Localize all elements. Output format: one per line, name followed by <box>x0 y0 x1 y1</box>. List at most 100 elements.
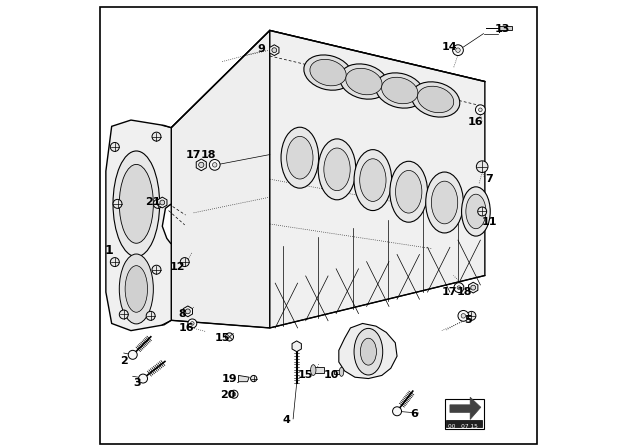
Polygon shape <box>270 30 485 328</box>
Text: 1: 1 <box>104 244 113 258</box>
Ellipse shape <box>119 254 154 324</box>
Text: 10: 10 <box>323 370 339 380</box>
Circle shape <box>209 159 220 170</box>
Circle shape <box>250 375 257 382</box>
Circle shape <box>476 105 485 115</box>
Circle shape <box>458 310 468 321</box>
Circle shape <box>230 390 238 398</box>
Text: 18: 18 <box>456 287 472 297</box>
Circle shape <box>392 407 401 416</box>
Ellipse shape <box>113 151 159 257</box>
Circle shape <box>152 265 161 274</box>
Circle shape <box>186 309 190 314</box>
Text: 21: 21 <box>145 198 161 207</box>
Ellipse shape <box>417 86 454 113</box>
Circle shape <box>456 48 460 52</box>
Text: 16: 16 <box>179 323 195 333</box>
Circle shape <box>198 162 204 168</box>
Polygon shape <box>172 30 485 178</box>
Polygon shape <box>157 197 167 208</box>
Ellipse shape <box>125 266 147 312</box>
Circle shape <box>477 207 486 216</box>
Ellipse shape <box>119 164 154 243</box>
Ellipse shape <box>461 187 490 236</box>
Text: 16: 16 <box>468 117 484 127</box>
Bar <box>445 399 484 429</box>
Text: 00   07 15: 00 07 15 <box>448 424 477 429</box>
Circle shape <box>476 161 488 172</box>
Text: 18: 18 <box>201 150 217 159</box>
Text: 15: 15 <box>298 370 314 380</box>
Polygon shape <box>468 282 478 293</box>
Circle shape <box>479 108 482 112</box>
Circle shape <box>110 142 119 151</box>
Text: 8: 8 <box>178 310 186 319</box>
Ellipse shape <box>310 59 346 86</box>
Circle shape <box>191 322 194 325</box>
Circle shape <box>110 258 119 267</box>
Text: 9: 9 <box>257 44 265 54</box>
Ellipse shape <box>376 73 424 108</box>
Ellipse shape <box>318 139 356 200</box>
Ellipse shape <box>346 68 382 95</box>
Ellipse shape <box>304 55 352 90</box>
Ellipse shape <box>310 365 316 375</box>
Text: 17: 17 <box>441 287 457 297</box>
Ellipse shape <box>281 127 319 188</box>
Polygon shape <box>334 370 342 374</box>
Text: 5: 5 <box>464 315 472 325</box>
Circle shape <box>452 45 463 56</box>
Text: 17: 17 <box>186 150 202 159</box>
Text: 6: 6 <box>410 409 418 419</box>
Circle shape <box>467 311 476 320</box>
Circle shape <box>160 200 164 205</box>
Ellipse shape <box>431 181 458 224</box>
Circle shape <box>152 132 161 141</box>
Ellipse shape <box>324 148 350 191</box>
Circle shape <box>154 199 163 208</box>
Ellipse shape <box>426 172 463 233</box>
Text: 4: 4 <box>282 415 291 425</box>
Ellipse shape <box>360 159 386 202</box>
Circle shape <box>146 311 155 320</box>
Circle shape <box>180 258 189 267</box>
Ellipse shape <box>339 367 344 376</box>
Polygon shape <box>314 367 324 373</box>
Ellipse shape <box>466 194 486 228</box>
Circle shape <box>225 333 234 341</box>
Ellipse shape <box>390 161 428 222</box>
Polygon shape <box>339 323 397 379</box>
Text: 7: 7 <box>486 174 493 184</box>
Circle shape <box>119 310 128 319</box>
Text: 15: 15 <box>214 333 230 343</box>
Text: 2: 2 <box>120 356 128 366</box>
Circle shape <box>457 286 461 289</box>
Polygon shape <box>196 159 206 171</box>
Ellipse shape <box>287 136 313 179</box>
Ellipse shape <box>340 64 388 99</box>
Text: 12: 12 <box>170 262 186 271</box>
Polygon shape <box>499 26 512 30</box>
Ellipse shape <box>354 328 383 375</box>
Ellipse shape <box>360 338 376 365</box>
Text: 3: 3 <box>133 378 141 388</box>
Polygon shape <box>106 120 172 331</box>
Polygon shape <box>172 30 270 328</box>
Circle shape <box>212 163 217 167</box>
Ellipse shape <box>381 77 418 104</box>
Text: 11: 11 <box>481 217 497 227</box>
Polygon shape <box>292 341 301 352</box>
Text: 19: 19 <box>221 374 237 383</box>
Text: 13: 13 <box>495 24 511 34</box>
Text: 14: 14 <box>441 42 457 52</box>
Circle shape <box>272 48 276 52</box>
Polygon shape <box>269 45 279 56</box>
Circle shape <box>461 314 465 318</box>
Circle shape <box>113 199 122 208</box>
Polygon shape <box>239 375 249 382</box>
Bar <box>446 420 482 427</box>
Circle shape <box>471 285 476 290</box>
Ellipse shape <box>354 150 392 211</box>
Circle shape <box>128 350 137 359</box>
Circle shape <box>232 392 236 396</box>
